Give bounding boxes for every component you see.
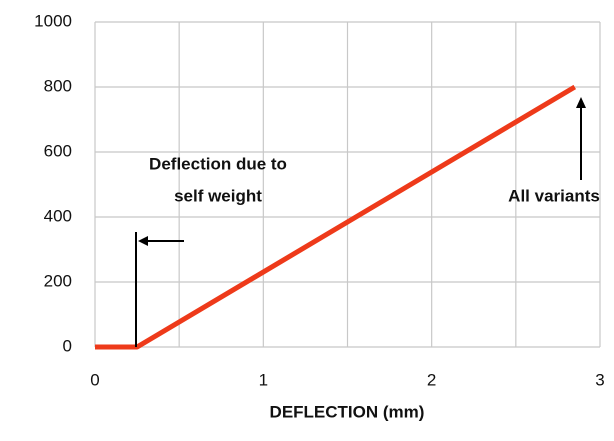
y-tick-label: 1000 xyxy=(34,11,72,30)
y-tick-label: 800 xyxy=(44,76,72,95)
y-tick-label: 0 xyxy=(63,336,72,355)
annotation: self weight xyxy=(174,186,262,205)
y-tick-label: 200 xyxy=(44,271,72,290)
arrow-head xyxy=(576,97,586,108)
x-tick-label: 0 xyxy=(90,370,99,389)
annotation: All variants xyxy=(508,186,600,205)
x-tick-label: 2 xyxy=(427,370,436,389)
x-axis-label: DEFLECTION (mm) xyxy=(270,402,425,421)
x-tick-label: 3 xyxy=(595,370,604,389)
y-tick-label: 400 xyxy=(44,206,72,225)
annotation: Deflection due to xyxy=(149,154,287,173)
x-tick-label: 1 xyxy=(259,370,268,389)
y-tick-label: 600 xyxy=(44,141,72,160)
data-line xyxy=(95,84,577,350)
arrow-head xyxy=(138,236,148,246)
